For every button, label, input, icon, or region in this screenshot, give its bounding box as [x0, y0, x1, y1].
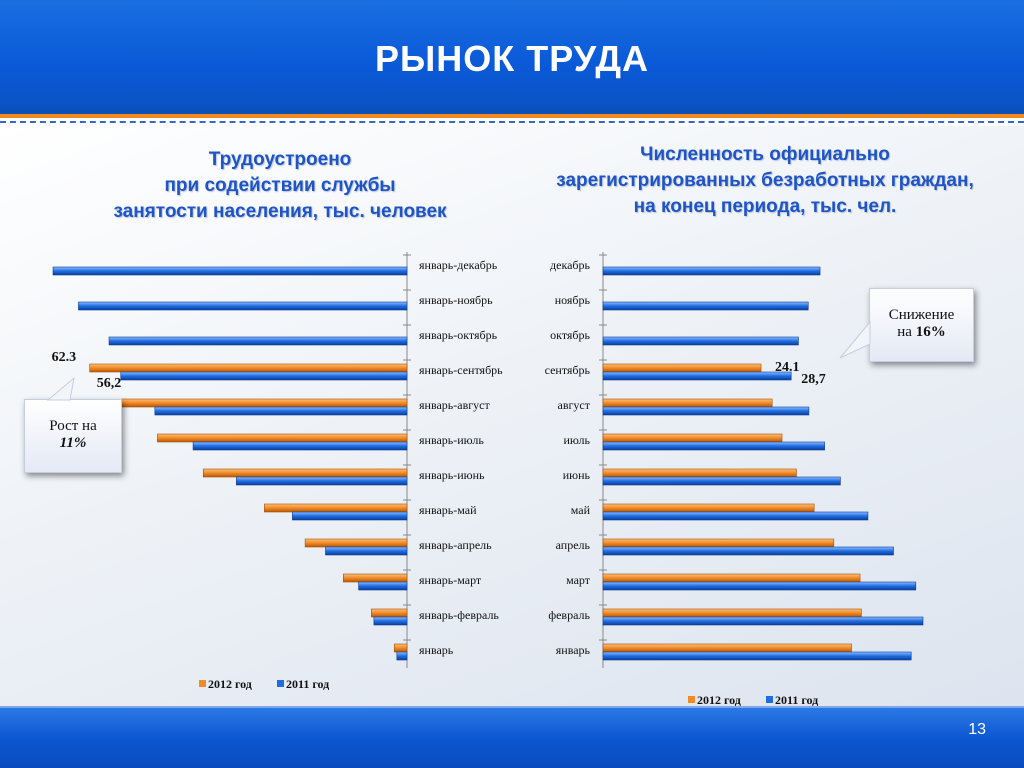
legend-label: 2011 год	[286, 677, 329, 691]
category-label: сентябрь	[545, 363, 591, 377]
footer-divider	[0, 706, 1024, 708]
data-label: 28,7	[801, 372, 826, 387]
bar-2011	[602, 476, 841, 486]
header-accent-line	[0, 114, 1024, 118]
category-label: январь-сентябрь	[419, 363, 503, 377]
category-label: январь-июнь	[419, 468, 485, 482]
decline-callout-prefix: на	[897, 324, 912, 340]
category-label: январь-август	[419, 398, 490, 412]
category-label: январь-октябрь	[419, 328, 498, 342]
bar-2011	[120, 371, 408, 381]
right-chart-title-line: на конец периода, тыс. чел.	[633, 196, 897, 217]
bar-2011	[236, 476, 408, 486]
right-chart-title: Численность официально зарегистрированны…	[505, 142, 1024, 220]
category-label: май	[571, 503, 591, 517]
category-label: январь	[419, 643, 454, 657]
growth-callout-label: Рост на	[49, 418, 97, 434]
category-label: январь-февраль	[419, 608, 499, 622]
category-label: июль	[563, 433, 590, 447]
bar-2011	[358, 581, 408, 591]
data-label: 56,2	[97, 376, 122, 391]
left-chart-title-line: при содействии службы	[164, 175, 396, 196]
bar-2011	[325, 546, 408, 556]
left-chart-title: Трудоустроено при содействии службы заня…	[40, 147, 520, 225]
legend-swatch	[277, 680, 284, 687]
header-dashed-line	[0, 121, 1024, 123]
legend-label: 2012 год	[697, 693, 741, 707]
category-label: январь-декабрь	[419, 258, 498, 272]
category-label: январь-ноябрь	[419, 293, 493, 307]
category-label: декабрь	[550, 258, 591, 272]
header-bar	[0, 0, 1024, 108]
category-label: апрель	[556, 538, 591, 552]
bar-2011	[602, 616, 924, 626]
growth-callout-value: 11%	[59, 435, 87, 451]
bar-2011	[602, 371, 792, 381]
data-label: 24.1	[775, 360, 800, 375]
data-label: 62.3	[52, 350, 77, 365]
bar-2011	[602, 301, 809, 311]
legend-swatch	[199, 680, 206, 687]
bar-2011	[602, 651, 912, 661]
bar-2011	[78, 301, 408, 311]
category-label: ноябрь	[555, 293, 591, 307]
bar-2011	[602, 546, 894, 556]
header-divider	[0, 108, 1024, 114]
legend-label: 2011 год	[775, 693, 818, 707]
legend-label: 2012 год	[208, 677, 252, 691]
category-label: октябрь	[550, 328, 590, 342]
page-title: РЫНОК ТРУДА	[375, 38, 649, 79]
growth-callout: Рост на 11%	[24, 399, 122, 473]
bar-2011	[602, 441, 825, 451]
legend-swatch	[766, 696, 773, 703]
decline-callout-label: Снижение	[888, 307, 955, 323]
category-label: январь-май	[419, 503, 477, 517]
page-number: 13	[968, 721, 986, 738]
decline-callout-value: 16%	[915, 324, 946, 340]
left-chart-title-line: занятости населения, тыс. человек	[113, 201, 447, 222]
bar-2011	[602, 581, 917, 591]
legend-swatch	[688, 696, 695, 703]
bar-2011	[192, 441, 408, 451]
category-label: март	[566, 573, 591, 587]
category-label: январь	[556, 643, 591, 657]
category-label: январь-апрель	[419, 538, 492, 552]
category-label: июнь	[563, 468, 591, 482]
bar-2011	[602, 511, 869, 521]
bar-2011	[108, 336, 408, 346]
bar-2011	[602, 266, 821, 276]
bar-2011	[292, 511, 408, 521]
left-chart-title-line: Трудоустроено	[208, 149, 352, 170]
bar-2011	[52, 266, 408, 276]
category-label: январь-март	[419, 573, 482, 587]
right-chart-title-line: зарегистрированных безработных граждан,	[556, 170, 974, 191]
category-label: февраль	[548, 608, 590, 622]
bar-2011	[396, 651, 408, 661]
decline-callout-value-line: на 16%	[870, 324, 973, 341]
bar-2011	[602, 406, 810, 416]
right-chart-title-line: Численность официально	[640, 144, 890, 165]
decline-callout: Снижение на 16%	[869, 288, 974, 362]
footer-bar	[0, 708, 1024, 768]
bar-2011	[602, 336, 799, 346]
category-label: январь-июль	[419, 433, 484, 447]
bar-2011	[154, 406, 408, 416]
bar-2011	[373, 616, 408, 626]
category-label: август	[558, 398, 591, 412]
